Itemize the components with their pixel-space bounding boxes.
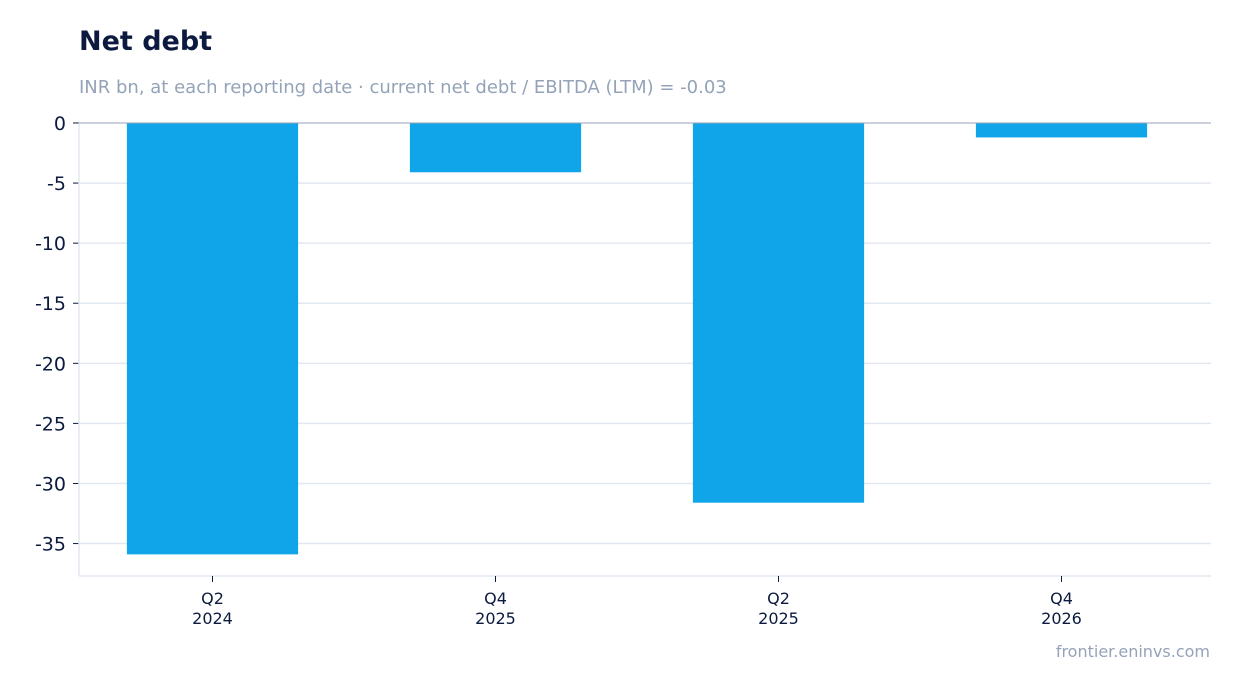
x-tick-label-line: 2025 [475,609,516,628]
x-tick-label: Q4 2025 [475,589,516,628]
y-tick-label: -30 [35,473,66,495]
x-tick-label-line: Q2 [767,589,790,608]
x-tick-label: Q2 2025 [758,589,799,628]
x-tick-label-line: 2026 [1041,609,1082,628]
bar [692,123,865,503]
bar [409,123,582,173]
y-tick-label: -15 [35,293,66,315]
x-tick-label: Q4 2026 [1041,589,1082,628]
y-tick-label: -35 [35,534,66,556]
chart-title: Net debt [79,26,213,57]
y-tick-label: 0 [54,113,66,135]
y-tick-label: -10 [35,233,66,255]
bar [975,123,1148,138]
x-tick-label-line: Q2 [201,589,224,608]
source-credit: frontier.eninvs.com [1055,642,1210,661]
y-tick-label: -20 [35,353,66,375]
x-tick-label-line: Q4 [484,589,507,608]
y-tick-label: -5 [47,173,66,195]
y-tick-label: -25 [35,413,66,435]
x-tick-label: Q2 2024 [192,589,233,628]
chart-subtitle: INR bn, at each reporting date · current… [79,77,727,98]
bar [126,123,299,555]
x-tick-label-line: Q4 [1050,589,1073,608]
x-tick-label-line: 2024 [192,609,233,628]
x-tick-label-line: 2025 [758,609,799,628]
